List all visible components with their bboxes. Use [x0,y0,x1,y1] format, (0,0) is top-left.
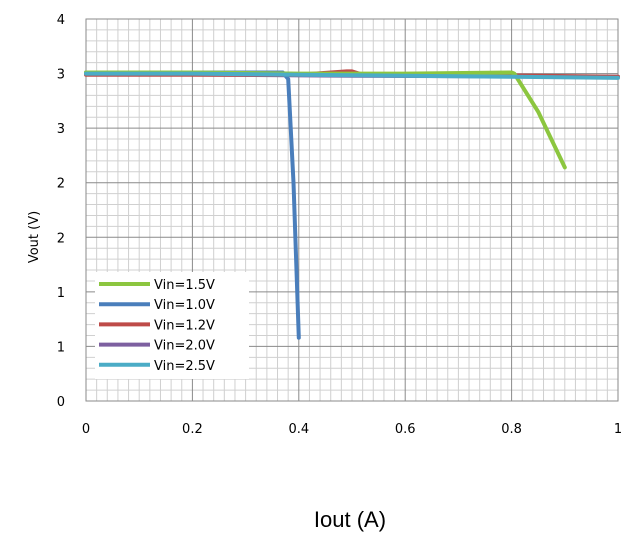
y-tick-label: 3 [57,68,65,83]
y-tick-label: 1 [57,340,65,355]
legend-entry-label: Vin=1.5V [154,278,215,293]
x-tick-label: 1 [614,422,622,437]
y-tick-label: 2 [57,177,65,192]
x-tick-label: 0.6 [395,422,416,437]
y-axis-tick-labels: 0 1 1 2 2 3 3 4 [57,13,65,410]
legend-entry-label: Vin=2.5V [154,359,215,374]
x-axis-title: Iout (A) [314,507,386,532]
plot-area-border [85,18,619,402]
y-tick-label: 4 [57,13,65,28]
x-axis-tick-labels: 0 0.2 0.4 0.6 0.8 1 [82,422,622,437]
x-tick-label: 0.2 [182,422,203,437]
y-tick-label: 0 [57,395,65,410]
series-line-vin-2-5v [84,71,620,80]
series-line-vin-1-5v [84,70,567,170]
y-tick-label: 1 [57,286,65,301]
legend-entry-label: Vin=2.0V [154,339,215,354]
legend-entry-label: Vin=1.2V [154,318,215,333]
legend-entry-label: Vin=1.0V [154,298,215,313]
plot-area-frame [85,18,619,402]
x-tick-label: 0 [82,422,90,437]
y-tick-label: 2 [57,231,65,246]
series-lines [84,69,620,340]
y-tick-label: 3 [57,122,65,137]
x-tick-label: 0.8 [501,422,522,437]
legend: Vin=1.5V Vin=1.0V Vin=1.2V Vin=2.0V Vin=2.5V [95,272,249,379]
y-axis-title: Vout (V) [27,211,42,263]
x-tick-label: 0.4 [288,422,309,437]
